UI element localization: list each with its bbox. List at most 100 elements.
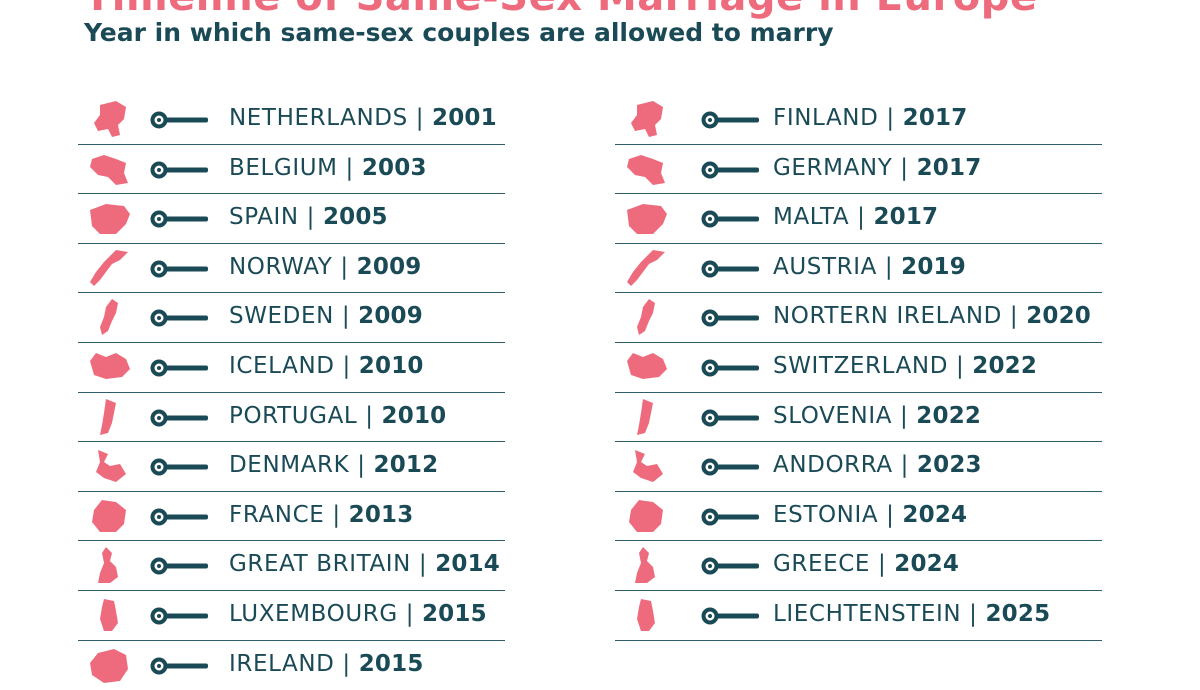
separator: | (365, 402, 374, 429)
separator: | (332, 501, 341, 528)
liechtenstein-map-icon (623, 595, 671, 635)
year-value: 2003 (361, 154, 427, 181)
country-row: GERMANY | 2017 (615, 145, 1102, 195)
country-row: MALTA | 2017 (615, 194, 1102, 244)
iceland-map-icon (86, 347, 134, 387)
separator: | (342, 352, 351, 379)
country-name: ICELAND (229, 352, 335, 379)
northern-ireland-map-icon (623, 297, 671, 337)
country-row: LIECHTENSTEIN | 2025 (615, 591, 1102, 641)
separator: | (886, 501, 895, 528)
finland-map-icon (623, 99, 671, 139)
right-country-list: FINLAND | 2017 GERMANY | 2017 MALTA | 2017… (615, 95, 1102, 641)
netherlands-map-icon (86, 99, 134, 139)
country-row: ANDORRA | 2023 (615, 442, 1102, 492)
year-value: 2015 (421, 600, 487, 627)
country-name: ESTONIA (773, 501, 879, 528)
country-name: FRANCE (229, 501, 325, 528)
country-name: FINLAND (773, 105, 879, 131)
country-name: SWITZERLAND (773, 352, 949, 379)
country-row: SWEDEN | 2009 (78, 293, 505, 343)
country-label: SPAIN | 2005 (229, 204, 388, 230)
country-label: LUXEMBOURG | 2015 (229, 601, 487, 627)
country-label: NORTERN IRELAND | 2020 (773, 303, 1091, 329)
country-row: NORWAY | 2009 (78, 244, 505, 294)
country-label: SWITZERLAND | 2022 (773, 353, 1037, 379)
andorra-map-icon (623, 446, 671, 486)
country-label: IRELAND | 2015 (229, 651, 424, 677)
year-value: 2009 (356, 253, 422, 280)
country-name: IRELAND (229, 650, 335, 677)
country-label: PORTUGAL | 2010 (229, 403, 446, 429)
switzerland-map-icon (623, 347, 671, 387)
country-name: SLOVENIA (773, 402, 893, 429)
sweden-map-icon (86, 297, 134, 337)
spain-map-icon (86, 198, 134, 238)
country-label: DENMARK | 2012 (229, 452, 438, 478)
year-value: 2014 (435, 551, 501, 578)
estonia-map-icon (623, 496, 671, 536)
country-name: NORWAY (229, 253, 333, 280)
norway-map-icon (86, 248, 134, 288)
timeline-key-icon (150, 557, 208, 575)
country-row: GREAT BRITAIN | 2014 (78, 541, 505, 591)
separator: | (405, 600, 415, 627)
country-label: FINLAND | 2017 (773, 105, 967, 131)
year-value: 2013 (348, 501, 414, 528)
separator: | (357, 452, 366, 479)
country-name: ANDORRA (773, 452, 893, 479)
country-name: MALTA (773, 204, 850, 231)
timeline-key-icon (150, 607, 208, 625)
timeline-key-icon (150, 161, 208, 179)
year-value: 2022 (972, 352, 1038, 379)
portugal-map-icon (86, 397, 134, 437)
country-name: GREAT BRITAIN (229, 551, 411, 578)
country-row: ICELAND | 2010 (78, 343, 505, 393)
year-value: 2020 (1026, 303, 1092, 330)
country-row: SLOVENIA | 2022 (615, 393, 1102, 443)
separator: | (415, 105, 425, 131)
year-value: 2019 (901, 253, 966, 280)
country-row: SPAIN | 2005 (78, 194, 505, 244)
timeline-key-icon (701, 210, 759, 228)
year-value: 2025 (985, 600, 1051, 627)
timeline-key-icon (701, 607, 759, 625)
country-name: NETHERLANDS (229, 105, 408, 131)
country-row: FRANCE | 2013 (78, 492, 505, 542)
country-label: BELGIUM | 2003 (229, 155, 427, 181)
year-value: 2015 (358, 650, 424, 677)
france-map-icon (86, 496, 134, 536)
country-row: LUXEMBOURG | 2015 (78, 591, 505, 641)
denmark-map-icon (86, 446, 134, 486)
timeline-key-icon (150, 657, 208, 675)
separator: | (884, 253, 894, 280)
timeline-key-icon (701, 508, 759, 526)
separator: | (857, 204, 866, 231)
timeline-key-icon (701, 557, 759, 575)
greece-map-icon (623, 545, 671, 585)
year-value: 2012 (373, 452, 439, 479)
austria-map-icon (623, 248, 671, 288)
country-name: LUXEMBOURG (229, 600, 398, 627)
timeline-key-icon (701, 458, 759, 476)
country-row: NORTERN IRELAND | 2020 (615, 293, 1102, 343)
country-name: AUSTRIA (773, 253, 877, 280)
country-row: ESTONIA | 2024 (615, 492, 1102, 542)
separator: | (345, 154, 354, 181)
country-row: SWITZERLAND | 2022 (615, 343, 1102, 393)
ireland-map-icon (86, 645, 134, 685)
country-row: NETHERLANDS | 2001 (78, 95, 505, 145)
year-value: 2017 (902, 105, 968, 131)
country-name: PORTUGAL (229, 402, 358, 429)
country-row: AUSTRIA | 2019 (615, 244, 1102, 294)
timeline-key-icon (701, 359, 759, 377)
separator: | (900, 452, 909, 479)
country-label: ESTONIA | 2024 (773, 502, 967, 528)
country-row: BELGIUM | 2003 (78, 145, 505, 195)
country-label: GREECE | 2024 (773, 551, 959, 577)
year-value: 2024 (894, 551, 960, 578)
country-label: GERMANY | 2017 (773, 155, 981, 181)
country-name: NORTERN IRELAND (773, 303, 1002, 330)
country-label: GREAT BRITAIN | 2014 (229, 551, 500, 577)
slovenia-map-icon (623, 397, 671, 437)
